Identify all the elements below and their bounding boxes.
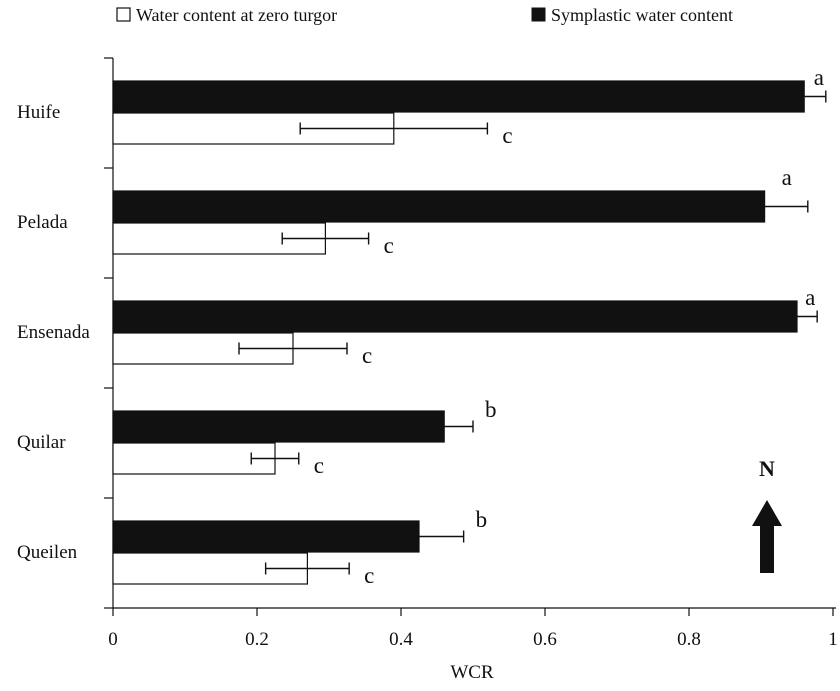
bars: a c a c a c b c b c bbox=[112, 65, 827, 588]
north-label: N bbox=[759, 456, 775, 481]
legend-label-zero-turgor: Water content at zero turgor bbox=[136, 5, 337, 25]
significance-label: b bbox=[485, 397, 497, 422]
x-tick-label: 0.6 bbox=[533, 629, 557, 650]
bar-symplastic bbox=[112, 80, 805, 113]
legend-item-symplastic: Symplastic water content bbox=[531, 5, 733, 25]
x-axis-title: WCR bbox=[450, 662, 494, 683]
category-label: Pelada bbox=[17, 212, 68, 233]
significance-label: a bbox=[805, 285, 815, 310]
x-axis-ticks: 0 0.2 0.4 0.6 0.8 1 bbox=[108, 608, 838, 650]
category-label: Queilen bbox=[17, 542, 78, 563]
significance-label: c bbox=[314, 453, 324, 478]
legend-swatch-symplastic bbox=[531, 7, 546, 22]
legend-item-zero-turgor: Water content at zero turgor bbox=[116, 5, 337, 25]
bar-symplastic bbox=[112, 190, 766, 223]
north-arrow-icon: N bbox=[752, 456, 782, 573]
significance-label: a bbox=[814, 65, 824, 90]
category-label: Quilar bbox=[17, 432, 66, 453]
significance-label: b bbox=[476, 507, 488, 532]
legend-swatch-zero-turgor bbox=[116, 7, 131, 22]
significance-label: c bbox=[502, 123, 512, 148]
x-tick-label: 1 bbox=[828, 629, 838, 650]
significance-label: c bbox=[384, 233, 394, 258]
legend: Water content at zero turgor Symplastic … bbox=[116, 5, 733, 25]
significance-label: c bbox=[364, 563, 374, 588]
bar-symplastic bbox=[112, 520, 420, 553]
category-label: Ensenada bbox=[17, 322, 90, 343]
category-label: Huife bbox=[17, 102, 60, 123]
x-tick-label: 0.8 bbox=[677, 629, 701, 650]
bar-symplastic bbox=[112, 300, 798, 333]
x-tick-label: 0 bbox=[108, 629, 118, 650]
category-labels: Huife Pelada Ensenada Quilar Queilen bbox=[17, 102, 90, 563]
significance-label: a bbox=[782, 165, 792, 190]
y-axis-ticks bbox=[104, 57, 113, 609]
x-tick-label: 0.2 bbox=[245, 629, 269, 650]
bar-symplastic bbox=[112, 410, 445, 443]
legend-label-symplastic: Symplastic water content bbox=[551, 5, 733, 25]
x-tick-label: 0.4 bbox=[389, 629, 413, 650]
significance-label: c bbox=[362, 343, 372, 368]
north-arrow-shape bbox=[752, 500, 782, 573]
